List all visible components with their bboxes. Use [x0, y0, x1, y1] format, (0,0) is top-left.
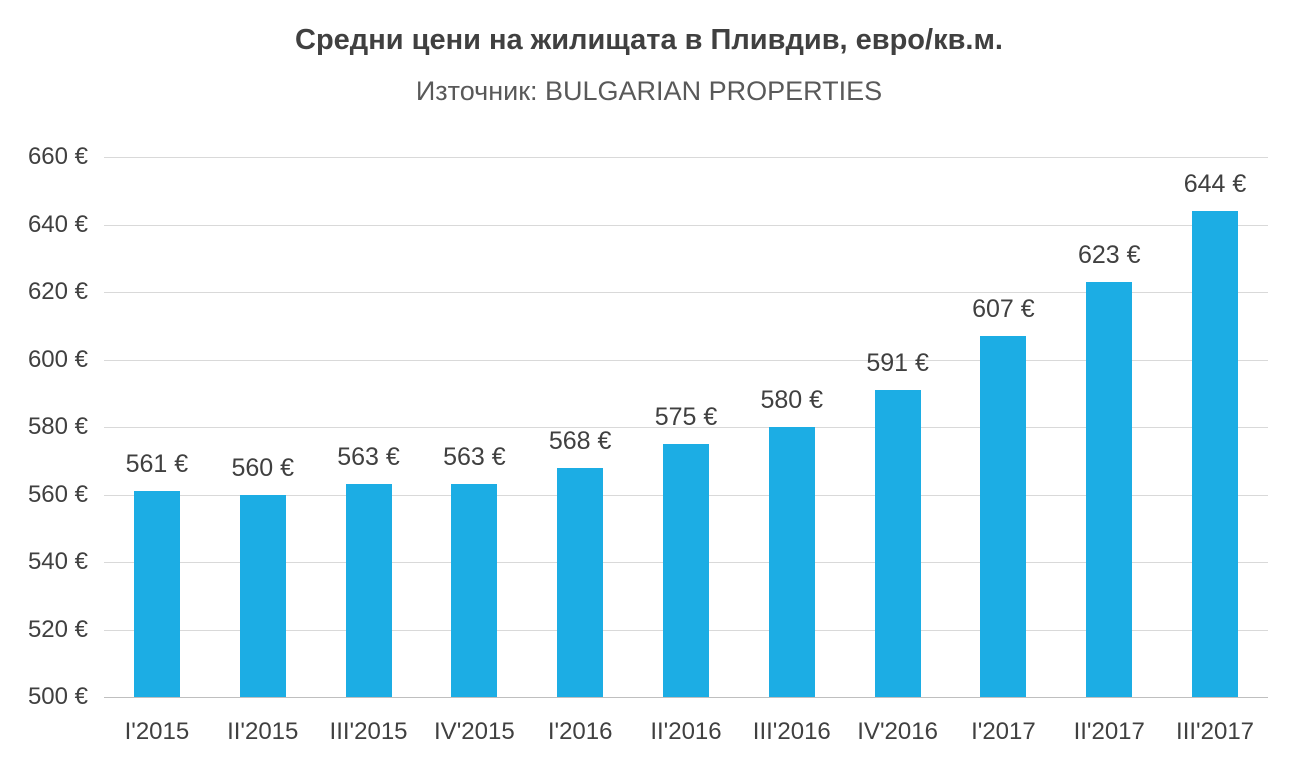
bar-group: 561 €: [104, 157, 210, 697]
bar-group: 607 €: [951, 157, 1057, 697]
plot-area: 561 € 560 € 563 € 563 € 568 € 575 € 580 € 591 €…: [104, 157, 1268, 698]
bar: [874, 389, 921, 697]
y-axis-tick-label: 500 €: [27, 683, 88, 710]
x-axis-tick-label: II'2016: [650, 718, 722, 745]
gridline: [104, 427, 1268, 428]
bar-value-label: 563 €: [443, 443, 506, 472]
bars-layer: 561 € 560 € 563 € 563 € 568 € 575 € 580 € 591 €…: [104, 157, 1268, 697]
x-axis: I'2015 II'2015 III'2015 IV'2015 I'2016 II'201…: [104, 718, 1268, 746]
y-axis-tick-label: 540 €: [27, 548, 88, 575]
bar: [557, 467, 604, 697]
bar-group: 591 €: [845, 157, 951, 697]
bar: [133, 491, 180, 697]
x-axis-tick-label: I'2015: [124, 718, 190, 745]
bar-value-label: 591 €: [866, 348, 929, 377]
x-axis-tick-label: I'2016: [547, 718, 613, 745]
bar: [239, 494, 286, 697]
x-axis-tick-label: I'2017: [971, 718, 1036, 745]
bar-value-label: 607 €: [972, 294, 1035, 323]
x-axis-tick-label: II'2015: [227, 718, 299, 745]
x-axis-tick-label: II'2017: [1073, 718, 1145, 745]
bar: [1192, 211, 1239, 697]
bar-value-label: 623 €: [1077, 240, 1141, 269]
gridline: [104, 697, 1268, 698]
x-axis-tick-label: III'2015: [329, 718, 408, 745]
y-axis-tick-label: 640 €: [27, 210, 88, 238]
x-axis-tick-label: III'2016: [752, 718, 831, 745]
y-axis-tick-label: 600 €: [27, 345, 88, 373]
chart-title: Средни цени на жилищата в Пливдив, евро/…: [295, 24, 1003, 56]
bar-value-label: 560 €: [231, 453, 294, 482]
bar: [980, 335, 1027, 697]
bar: [662, 443, 709, 697]
y-axis-tick-label: 620 €: [27, 278, 88, 305]
bar-value-label: 563 €: [337, 443, 400, 472]
bar-group: 580 €: [739, 157, 845, 697]
bar-value-label: 580 €: [760, 386, 824, 414]
y-axis-tick-label: 580 €: [27, 413, 88, 440]
y-axis-tick-label: 520 €: [27, 615, 88, 643]
bar: [768, 427, 815, 697]
chart-subtitle: Източник: BULGARIAN PROPERTIES: [415, 76, 883, 106]
gridline: [104, 292, 1268, 293]
bar-group: 644 €: [1162, 157, 1268, 697]
x-axis-tick-label: IV'2015: [434, 718, 515, 745]
y-axis-tick-label: 660 €: [27, 143, 88, 170]
bar-value-label: 568 €: [548, 426, 612, 455]
bar: [345, 484, 392, 697]
bar-group: 563 €: [421, 157, 527, 697]
bar-group: 563 €: [316, 157, 422, 697]
x-axis-tick-label: III'2017: [1176, 718, 1255, 745]
y-axis: 500 € 520 € 540 € 560 € 580 € 600 € 620 € 640 €…: [0, 143, 92, 710]
bar: [451, 484, 498, 697]
gridline: [104, 224, 1268, 226]
bar-value-label: 575 €: [654, 402, 718, 431]
bar: [1086, 281, 1133, 697]
bar-value-label: 561 €: [125, 450, 189, 479]
gridline: [104, 359, 1268, 361]
gridline: [104, 157, 1268, 158]
bar-group: 623 €: [1056, 157, 1162, 697]
x-axis-tick-label: IV'2016: [857, 718, 938, 745]
bar-group: 568 €: [527, 157, 633, 697]
bar-group: 575 €: [633, 157, 739, 697]
bar-group: 560 €: [210, 157, 316, 697]
bar-value-label: 644 €: [1183, 170, 1247, 198]
y-axis-tick-label: 560 €: [27, 480, 88, 508]
